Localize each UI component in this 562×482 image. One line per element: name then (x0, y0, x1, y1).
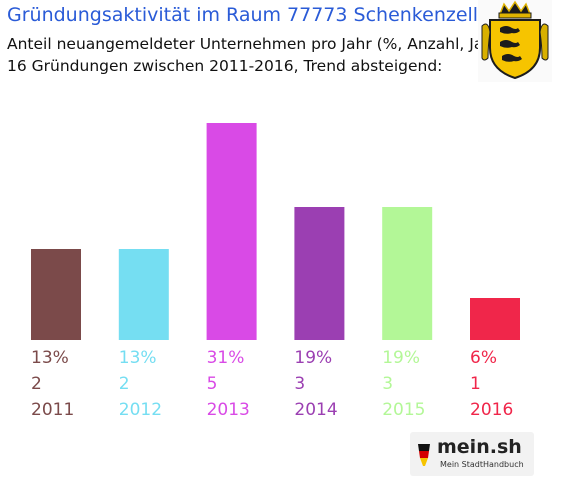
percent-label-2011: 13% (31, 348, 69, 368)
count-label-2014: 3 (294, 374, 305, 394)
bar-2014 (294, 207, 345, 340)
count-label-2012: 2 (119, 374, 130, 394)
year-label-2012: 2012 (119, 400, 162, 420)
bar-2016 (470, 298, 520, 340)
percent-label-2012: 13% (119, 348, 157, 368)
bar-2013 (206, 123, 257, 340)
year-label-2013: 2013 (207, 400, 250, 420)
percent-label-2013: 31% (207, 348, 245, 368)
percent-label-2015: 19% (382, 348, 420, 368)
year-label-2015: 2015 (382, 400, 425, 420)
year-label-2016: 2016 (470, 400, 513, 420)
germany-flag-icon (416, 442, 432, 468)
count-label-2015: 3 (382, 374, 393, 394)
percent-label-2016: 6% (470, 348, 497, 368)
bar-2012 (118, 249, 169, 340)
chart-subtitle-line1: Anteil neuangemeldeter Unternehmen pro J… (7, 35, 506, 53)
coat-of-arms-icon (478, 0, 552, 82)
chart-subtitle-line2: 16 Gründungen zwischen 2011-2016, Trend … (7, 57, 443, 75)
count-label-2011: 2 (31, 374, 42, 394)
bar-2011 (31, 249, 81, 340)
chart-title: Gründungsaktivität im Raum 77773 Schenke… (7, 4, 479, 26)
brand-footer (410, 432, 534, 476)
brand-tagline: Mein StadtHandbuch (440, 460, 524, 469)
bar-2015 (382, 207, 433, 340)
brand-name: mein.sh (437, 436, 522, 458)
count-label-2013: 5 (207, 374, 218, 394)
year-label-2014: 2014 (294, 400, 337, 420)
year-label-2011: 2011 (31, 400, 74, 420)
count-label-2016: 1 (470, 374, 481, 394)
percent-label-2014: 19% (294, 348, 332, 368)
